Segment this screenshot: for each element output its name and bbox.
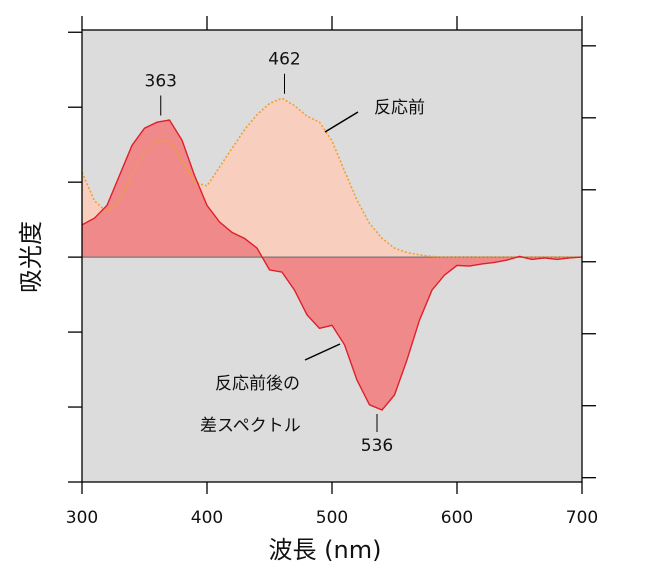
peak-label: 363 bbox=[145, 72, 177, 92]
x-tick-label: 300 bbox=[66, 508, 98, 528]
annotation: 差スペクトル bbox=[200, 416, 301, 436]
x-tick-label: 400 bbox=[191, 508, 223, 528]
y-axis-label: 吸光度 bbox=[17, 221, 45, 293]
x-axis-label: 波長 (nm) bbox=[269, 536, 382, 564]
series-label: 反応前 bbox=[374, 98, 425, 118]
area-fill bbox=[82, 120, 582, 410]
peak-label: 462 bbox=[268, 50, 300, 70]
x-tick-label: 600 bbox=[441, 508, 473, 528]
x-tick-label: 700 bbox=[566, 508, 598, 528]
leader-line bbox=[324, 111, 359, 133]
x-tick-label: 500 bbox=[316, 508, 348, 528]
leader-line bbox=[304, 343, 341, 361]
series-line bbox=[81, 119, 583, 411]
annotation: 反応前後の bbox=[215, 374, 300, 394]
peak-label: 536 bbox=[361, 436, 393, 456]
series-line bbox=[81, 97, 582, 258]
